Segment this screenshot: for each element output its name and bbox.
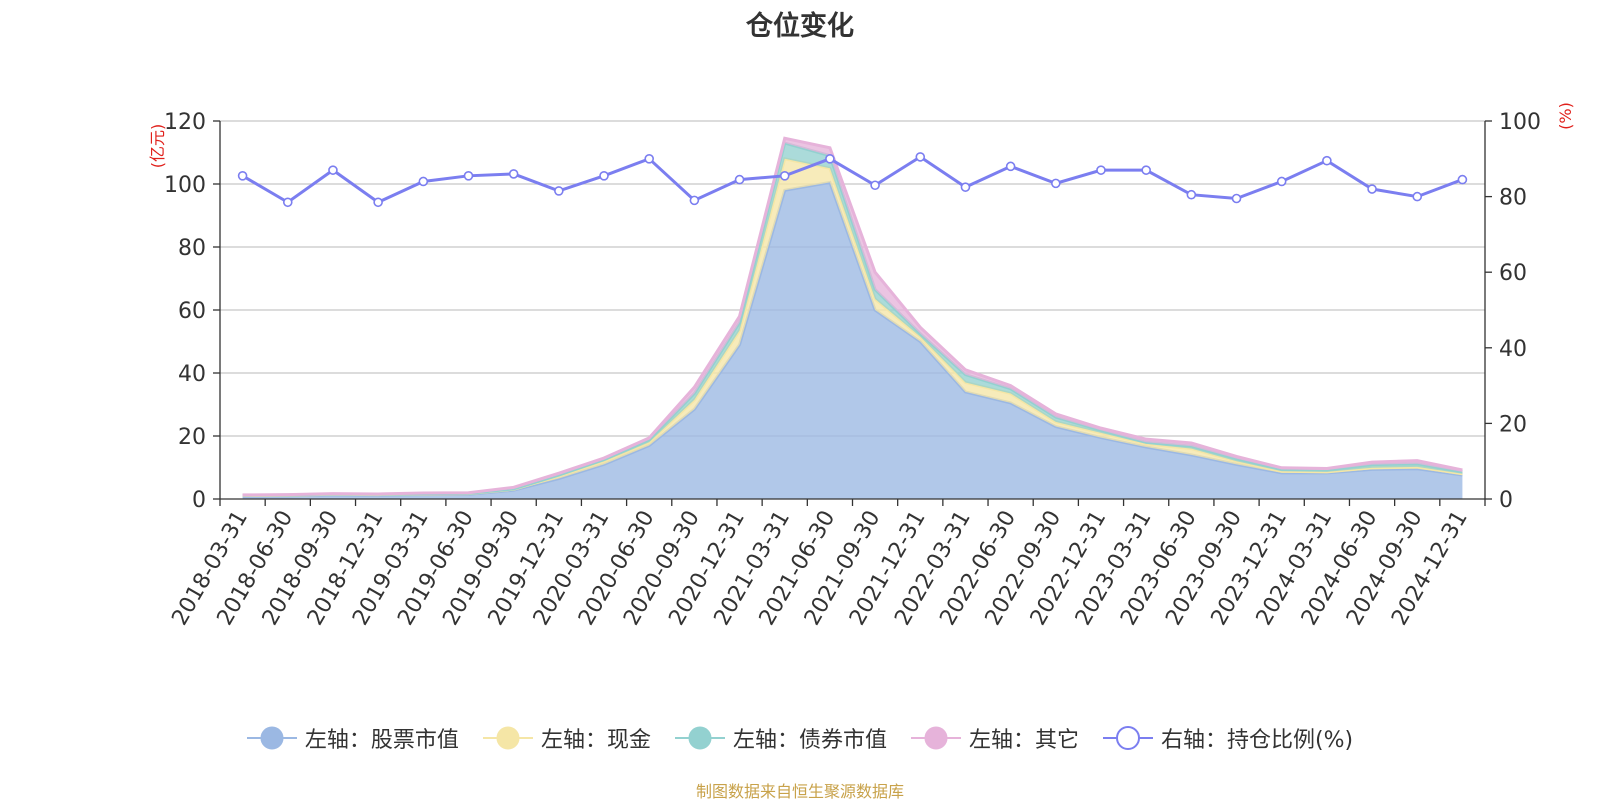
ratio-point (418, 176, 429, 187)
ratio-point (1141, 165, 1151, 175)
legend-item[interactable]: 左轴：现金 (482, 722, 651, 754)
left-tick-label: 80 (178, 236, 206, 261)
right-tick-label: 20 (1499, 412, 1527, 437)
position-change-chart: 0204060801001200204060801002018-03-31201… (148, 102, 1575, 630)
ratio-point (463, 171, 474, 181)
stacked-areas (242, 136, 1463, 499)
area-edge (242, 136, 1463, 497)
ratio-point (1005, 161, 1016, 172)
ratio-point (1096, 165, 1106, 175)
ratio-point (554, 186, 564, 196)
ratio-point (1457, 174, 1468, 185)
holding-ratio-line (237, 152, 1468, 208)
ratio-point (373, 197, 383, 208)
ratio-point (1322, 155, 1332, 166)
left-tick-label: 20 (178, 425, 206, 450)
left-axis-unit: (亿元) (148, 124, 167, 169)
right-tick-label: 40 (1499, 337, 1527, 362)
ratio-point (734, 174, 745, 185)
left-tick-label: 60 (178, 299, 206, 324)
ratio-point (1412, 191, 1423, 202)
legend-label: 左轴：债券市值 (732, 728, 887, 753)
legend-label: 左轴：股票市值 (304, 728, 459, 753)
legend: 左轴：股票市值 左轴：现金 左轴：债券市值 左轴：其它 右轴：持仓比例(%) (0, 722, 1600, 754)
ratio-point (282, 197, 293, 208)
ratio-point (508, 169, 519, 179)
ratio-point (1276, 176, 1287, 187)
left-tick-label: 0 (192, 488, 206, 513)
ratio-point (825, 154, 835, 164)
right-tick-label: 80 (1499, 186, 1527, 211)
right-tick-label: 0 (1499, 488, 1513, 513)
ratio-point (237, 171, 248, 181)
legend-filled-circle-icon (246, 726, 297, 750)
ratio-point (328, 165, 338, 175)
legend-filled-circle-icon (910, 726, 961, 750)
ratio-point (599, 171, 609, 181)
legend-hollow-circle-icon (1102, 726, 1153, 750)
ratio-point (779, 171, 790, 181)
legend-label: 左轴：其它 (968, 728, 1079, 753)
ratio-point (1051, 178, 1061, 189)
ratio-point (870, 180, 880, 191)
ratio-point (960, 182, 971, 192)
ratio-line-path (241, 155, 1463, 205)
legend-label: 右轴：持仓比例(%) (1160, 728, 1354, 753)
right-tick-label: 100 (1499, 110, 1541, 135)
legend-item[interactable]: 左轴：股票市值 (246, 722, 459, 754)
chart-title: 仓位变化 (746, 11, 854, 42)
right-tick-label: 60 (1499, 261, 1527, 286)
left-tick-label: 120 (164, 110, 206, 135)
ratio-point (915, 152, 926, 162)
legend-filled-circle-icon (674, 726, 725, 750)
left-tick-label: 100 (164, 173, 206, 198)
right-axis-unit: (%) (1556, 102, 1575, 130)
ratio-point (1367, 184, 1377, 194)
ratio-point (1231, 193, 1242, 204)
ratio-point (1186, 189, 1197, 200)
area-fill (242, 182, 1463, 499)
legend-filled-circle-icon (482, 726, 533, 750)
ratio-point (689, 195, 700, 206)
ratio-point (644, 154, 654, 164)
left-tick-label: 40 (178, 362, 206, 387)
legend-label: 左轴：现金 (540, 728, 651, 753)
legend-item[interactable]: 左轴：其它 (910, 722, 1079, 754)
data-source-note: 制图数据来自恒生聚源数据库 (695, 782, 904, 801)
legend-item[interactable]: 左轴：债券市值 (674, 722, 887, 754)
legend-item[interactable]: 右轴：持仓比例(%) (1102, 722, 1354, 754)
